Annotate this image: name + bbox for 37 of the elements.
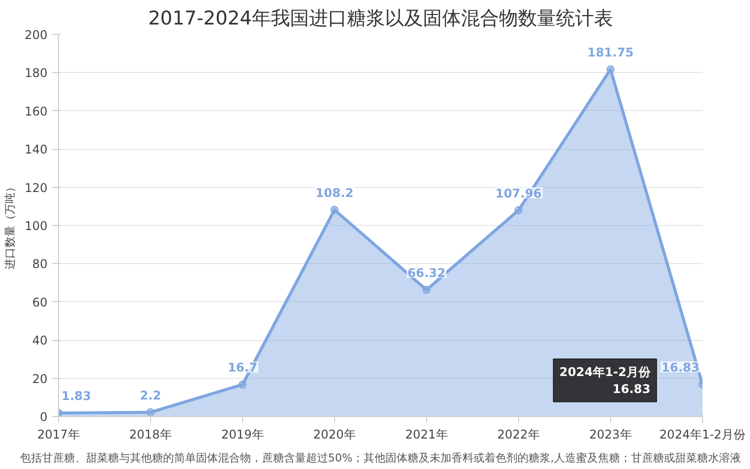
y-tick-label: 180 bbox=[24, 66, 48, 80]
data-label: 108.2 bbox=[316, 186, 354, 200]
chart-title: 2017-2024年我国进口糖浆以及固体混合物数量统计表 bbox=[148, 8, 613, 30]
y-tick-label: 100 bbox=[24, 219, 48, 233]
data-label: 181.75 bbox=[587, 45, 634, 60]
point bbox=[606, 65, 614, 74]
data-label: 1.83 bbox=[62, 389, 92, 404]
point bbox=[422, 286, 430, 294]
x-tick-label: 2024年1-2月份 bbox=[659, 428, 746, 442]
y-tick-label: 20 bbox=[32, 372, 48, 386]
point bbox=[330, 206, 338, 214]
x-tick-label: 2017年 bbox=[37, 428, 80, 442]
x-tick-label: 2023年 bbox=[589, 428, 632, 442]
annotation: 2024年1-2月份 16.83 bbox=[559, 364, 652, 396]
data-label: 16.7 bbox=[228, 360, 258, 375]
x-tick-label: 2019年 bbox=[221, 428, 264, 442]
y-axis-title: 进口数量（万吨） bbox=[4, 182, 17, 270]
x-tick-label: 2021年 bbox=[405, 428, 448, 442]
y-tick-label: 60 bbox=[32, 295, 48, 310]
point bbox=[514, 206, 522, 214]
y-tick-label: 160 bbox=[24, 104, 48, 118]
y-tick-label: 0 bbox=[40, 410, 48, 424]
text: 包括甘蔗糖、甜菜糖与其他糖的简单固体混合物，蔗糖含量超过50%；其他固体糖及未加香料或着色剂的糖浆,人造蜜及焦糖；甘蔗糖或甜菜糖水溶液 bbox=[20, 452, 741, 464]
y-tick-label: 80 bbox=[32, 257, 48, 272]
data-label: 66.32 bbox=[408, 266, 446, 280]
point bbox=[146, 408, 154, 416]
y-tick-label: 40 bbox=[32, 334, 48, 348]
x-tick-label: 2020年 bbox=[313, 428, 356, 442]
data-label: 2.2 bbox=[140, 388, 162, 402]
y-tick-label: 140 bbox=[24, 142, 48, 157]
data-label: 16.83 bbox=[662, 360, 700, 374]
x-tick-label: 2018年 bbox=[129, 428, 172, 442]
point bbox=[238, 380, 246, 389]
x-tick-label: 2022年 bbox=[497, 428, 540, 442]
y-tick-label: 200 bbox=[24, 28, 48, 42]
data-label: 107.96 bbox=[495, 186, 542, 200]
y-tick-label: 120 bbox=[24, 180, 48, 195]
